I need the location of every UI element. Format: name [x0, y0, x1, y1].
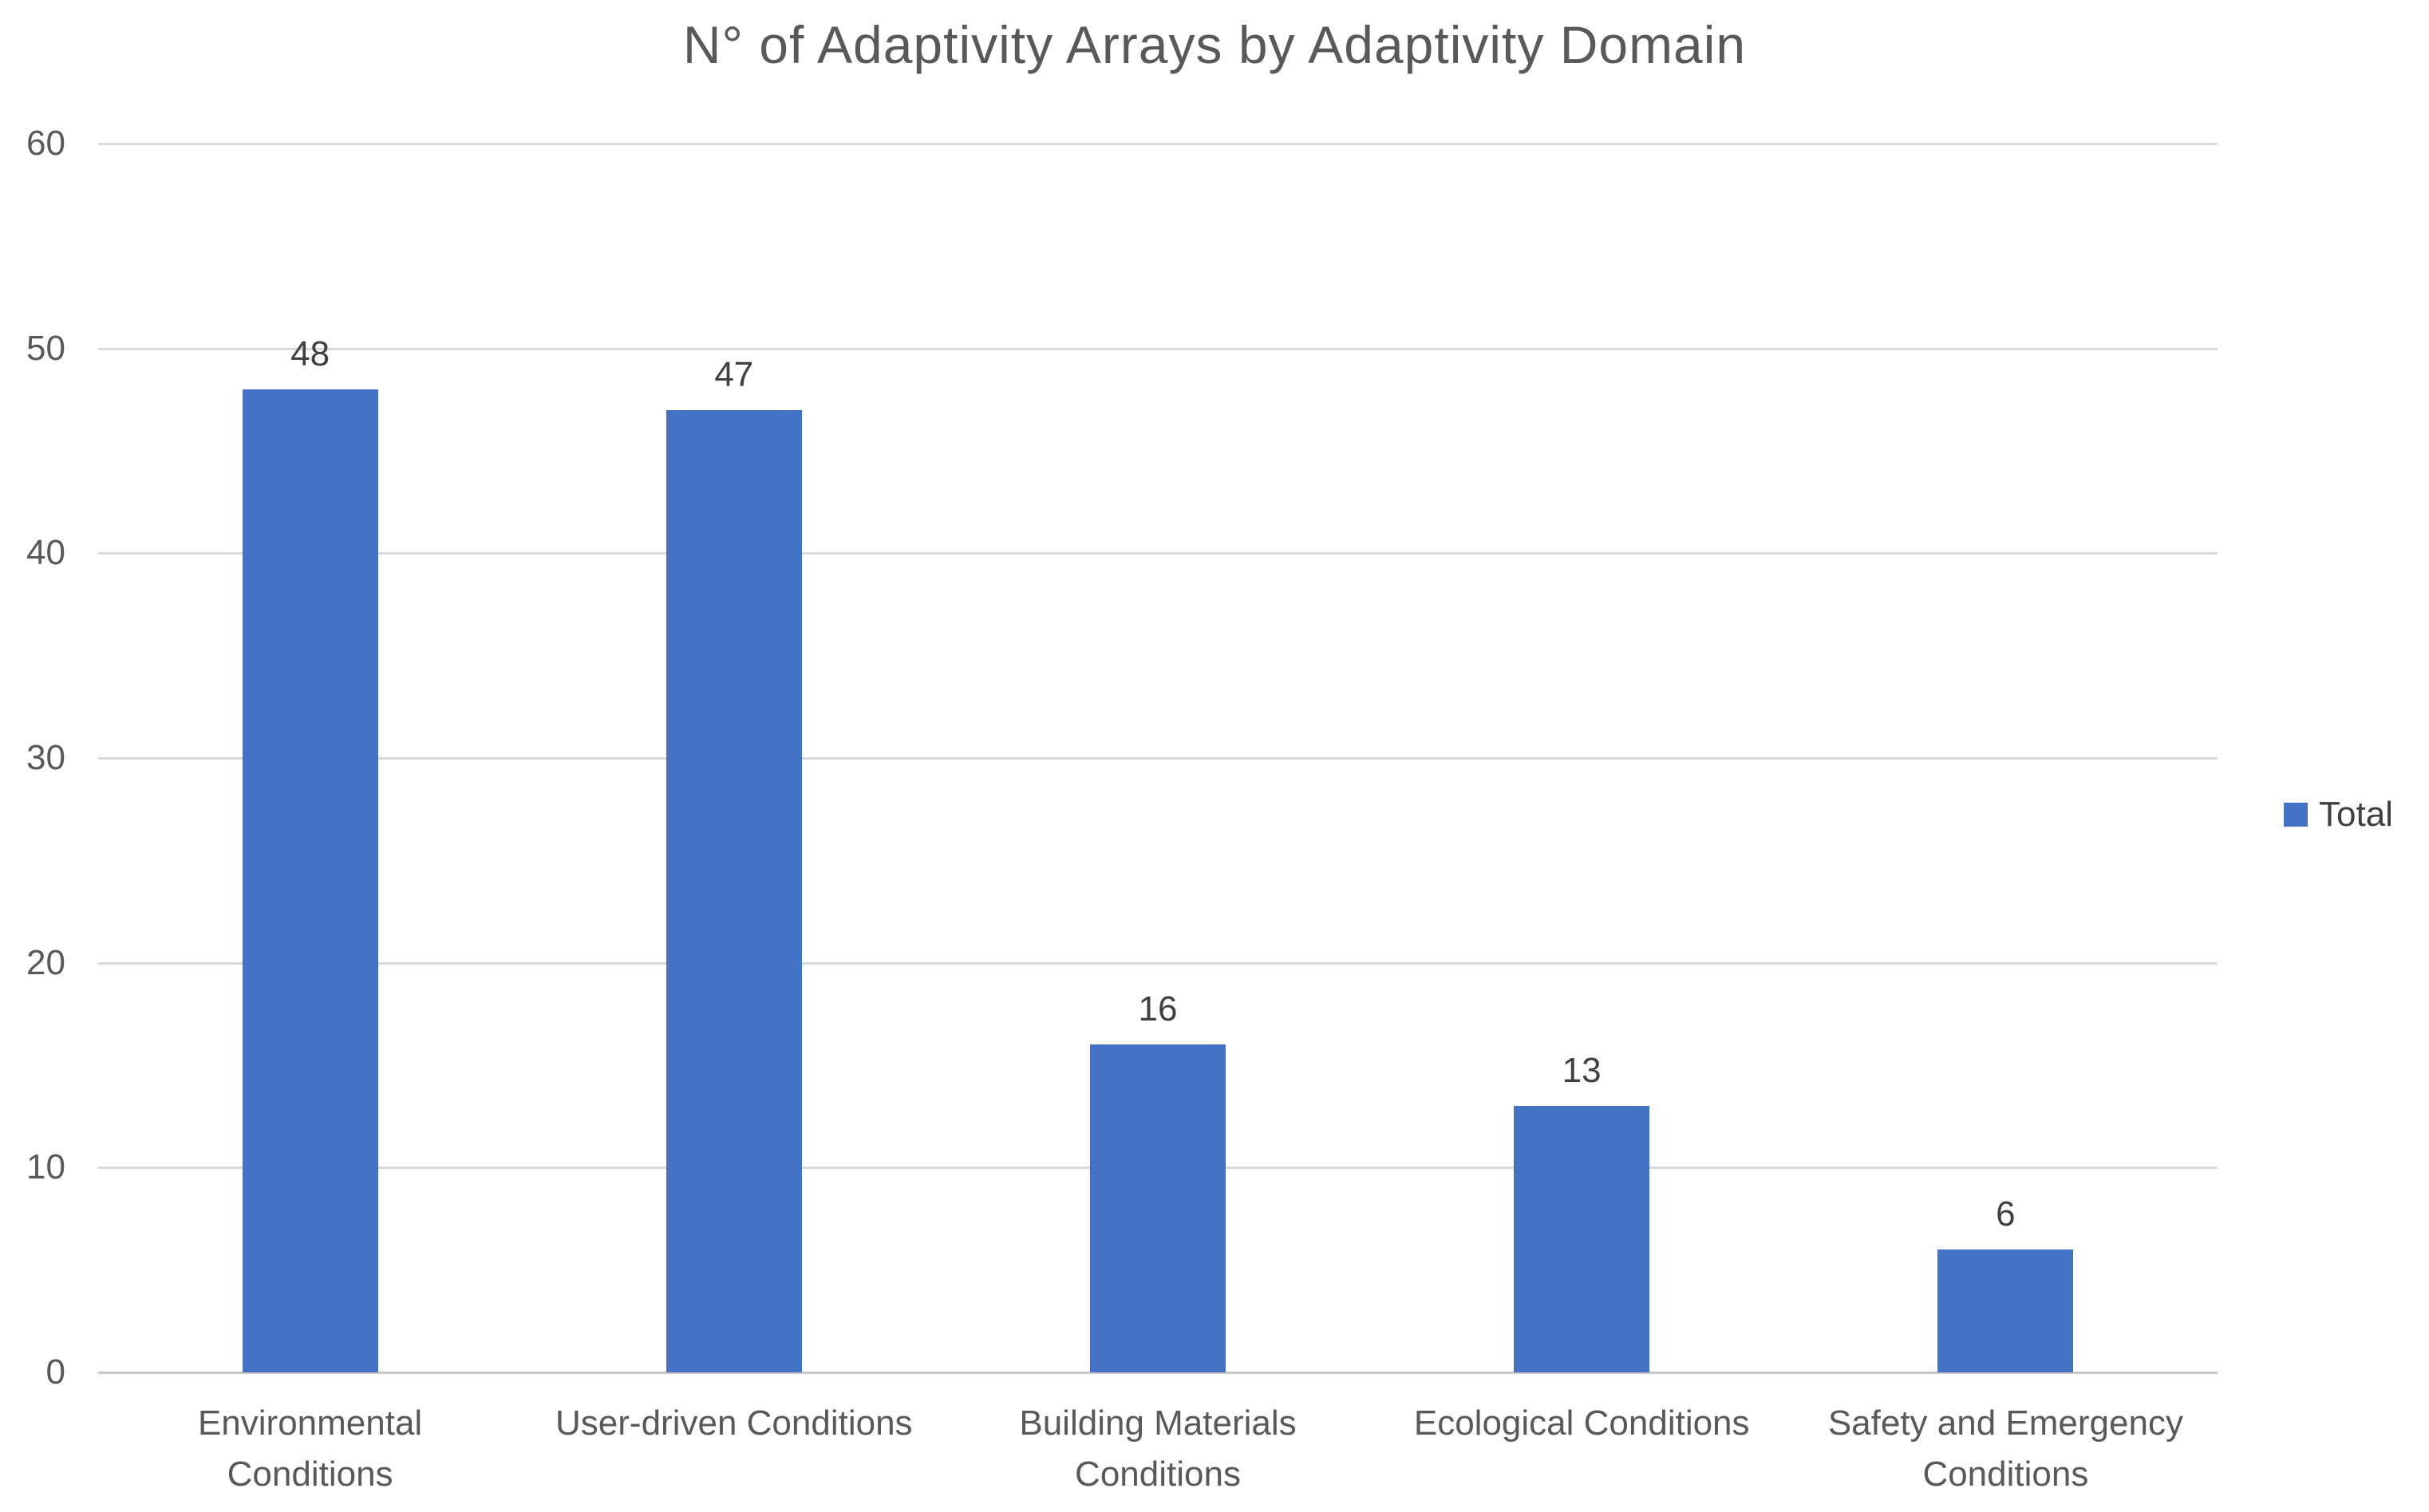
gridline-60: [98, 143, 2218, 145]
category-label-line: Safety and Emergency: [1827, 1403, 2183, 1443]
legend-label-total: Total: [2319, 795, 2393, 834]
category-label-line: Environmental: [197, 1403, 423, 1443]
data-label-environmental-conditions: 48: [290, 334, 330, 373]
category-label-line: Conditions: [227, 1455, 393, 1494]
gridline-40: [98, 552, 2218, 555]
data-label-building-materials-conditions: 16: [1138, 989, 1178, 1029]
x-axis-category-label-building-materials-conditions: Building Materials Conditions: [942, 1398, 1373, 1500]
data-label-user-driven-conditions: 47: [714, 354, 754, 394]
y-axis-tick-label-50: 50: [26, 328, 65, 368]
y-axis-tick-label-0: 0: [45, 1352, 65, 1392]
category-label-line: Ecological Conditions: [1413, 1403, 1750, 1443]
category-label-line: User-driven Conditions: [555, 1403, 913, 1443]
category-label-line: Conditions: [1075, 1455, 1241, 1494]
y-axis-tick-label-20: 20: [26, 942, 65, 982]
x-axis-line: [98, 1372, 2218, 1374]
bar-safety-and-emergency-conditions: [1937, 1249, 2074, 1372]
category-label-line: Conditions: [1922, 1455, 2089, 1494]
bar-ecological-conditions: [1514, 1106, 1650, 1372]
y-axis-tick-label-40: 40: [26, 533, 65, 573]
gridline-50: [98, 347, 2218, 350]
x-axis-category-label-ecological-conditions: Ecological Conditions: [1366, 1398, 1797, 1449]
y-axis-tick-label-60: 60: [26, 124, 65, 163]
data-label-safety-and-emergency-conditions: 6: [1996, 1194, 2016, 1234]
x-axis-category-label-user-driven-conditions: User-driven Conditions: [519, 1398, 950, 1449]
gridline-30: [98, 757, 2218, 760]
y-axis-tick-label-30: 30: [26, 738, 65, 777]
data-label-ecological-conditions: 13: [1562, 1051, 1602, 1091]
chart-title: N° of Adaptivity Arrays by Adaptivity Do…: [682, 15, 1747, 74]
legend: Total: [2284, 795, 2393, 835]
bar-user-driven-conditions: [666, 409, 802, 1372]
y-axis-tick-label-10: 10: [26, 1147, 65, 1187]
category-label-line: Building Materials: [1019, 1403, 1297, 1443]
x-axis-category-label-safety-and-emergency-conditions: Safety and Emergency Conditions: [1790, 1398, 2221, 1500]
x-axis-category-label-environmental-conditions: Environmental Conditions: [95, 1398, 526, 1500]
legend-marker-total: [2284, 803, 2308, 827]
bar-building-materials-conditions: [1090, 1044, 1226, 1372]
bar-environmental-conditions: [242, 389, 378, 1372]
gridline-20: [98, 961, 2218, 965]
